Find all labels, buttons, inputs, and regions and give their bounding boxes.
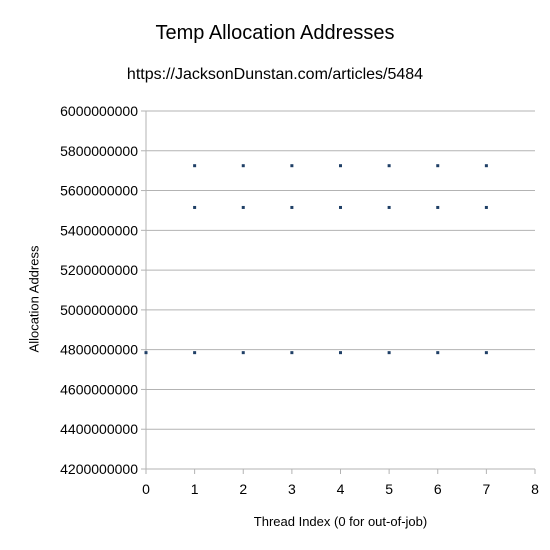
data-point-4 bbox=[241, 351, 245, 355]
data-point-0 bbox=[144, 351, 148, 355]
data-point-21 bbox=[484, 164, 488, 168]
y-tick-label-7: 5600000000 bbox=[60, 183, 138, 199]
x-tick-label-4: 4 bbox=[337, 481, 345, 497]
data-point-14 bbox=[387, 205, 391, 209]
y-tick-label-8: 5800000000 bbox=[60, 143, 138, 159]
data-point-7 bbox=[290, 351, 294, 355]
x-tick-label-1: 1 bbox=[191, 481, 199, 497]
data-point-5 bbox=[241, 205, 245, 209]
data-point-20 bbox=[484, 205, 488, 209]
x-tick-label-8: 8 bbox=[531, 481, 539, 497]
x-tick-label-2: 2 bbox=[239, 481, 247, 497]
data-point-10 bbox=[339, 351, 342, 355]
data-point-1 bbox=[193, 351, 197, 355]
y-tick-labels: 4200000000 4400000000 4600000000 4800000000… bbox=[60, 103, 138, 477]
x-tick-label-3: 3 bbox=[288, 481, 296, 497]
x-tick-label-0: 0 bbox=[142, 481, 150, 497]
data-point-13 bbox=[387, 351, 391, 355]
gridlines bbox=[141, 110, 535, 470]
data-point-6 bbox=[241, 164, 245, 168]
chart-subtitle: https://JacksonDunstan.com/articles/5484 bbox=[126, 66, 424, 83]
data-point-18 bbox=[436, 164, 440, 168]
y-tick-label-0: 4200000000 bbox=[60, 461, 138, 477]
y-tick-label-5: 5200000000 bbox=[60, 262, 138, 278]
data-points bbox=[144, 164, 488, 355]
y-tick-label-2: 4600000000 bbox=[60, 381, 138, 397]
y-tick-label-6: 5400000000 bbox=[60, 222, 138, 238]
x-axis-label: Thread Index (0 for out-of-job) bbox=[253, 514, 428, 529]
y-tick-label-3: 4800000000 bbox=[60, 342, 138, 358]
data-point-19 bbox=[484, 351, 488, 355]
data-point-11 bbox=[339, 205, 342, 209]
data-point-15 bbox=[387, 164, 391, 168]
x-tick-labels: 0 1 2 3 4 5 6 7 8 bbox=[142, 481, 539, 497]
data-point-16 bbox=[436, 351, 440, 355]
x-tick-label-6: 6 bbox=[434, 481, 442, 497]
x-tick-label-5: 5 bbox=[385, 481, 393, 497]
data-point-17 bbox=[436, 205, 440, 209]
data-point-8 bbox=[290, 205, 294, 209]
data-point-9 bbox=[290, 164, 294, 168]
y-tick-label-1: 4400000000 bbox=[60, 421, 138, 437]
chart-title: Temp Allocation Addresses bbox=[155, 22, 395, 44]
y-tick-label-9: 6000000000 bbox=[60, 103, 138, 119]
y-tick-label-4: 5000000000 bbox=[60, 302, 138, 318]
axes bbox=[145, 111, 536, 474]
x-tick-label-7: 7 bbox=[482, 481, 490, 497]
data-point-12 bbox=[339, 164, 342, 168]
data-point-2 bbox=[193, 205, 197, 209]
data-point-3 bbox=[193, 164, 197, 168]
